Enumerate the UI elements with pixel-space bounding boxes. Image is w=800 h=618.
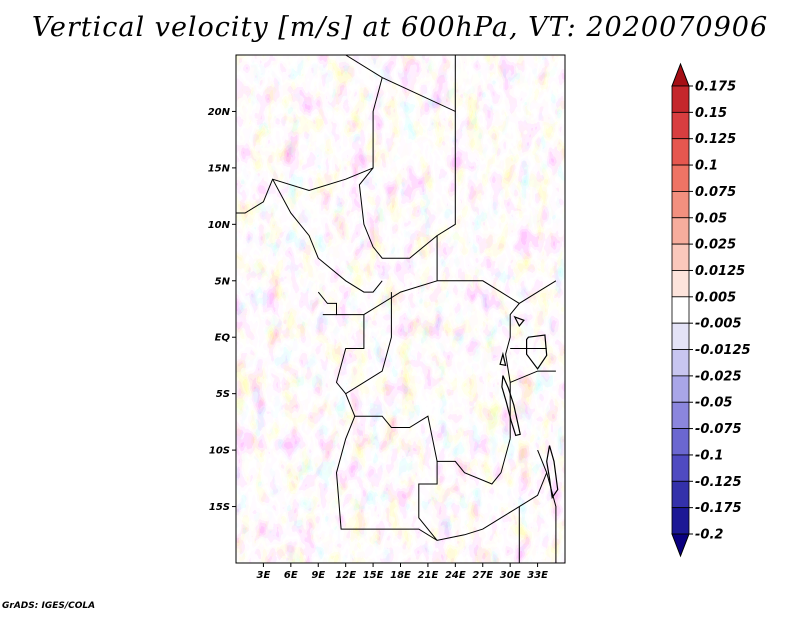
colorbar-label: -0.075 bbox=[695, 422, 742, 437]
colorbar-segment bbox=[671, 138, 690, 166]
lake-outline bbox=[499, 351, 507, 367]
lon-tick-label: 6E bbox=[284, 570, 298, 581]
colorbar-label: 0.005 bbox=[695, 290, 736, 305]
colorbar-label: 0.175 bbox=[695, 80, 736, 95]
colorbar-label: 0.075 bbox=[695, 185, 736, 200]
map-title: Vertical velocity [m/s] at 600hPa, VT: 2… bbox=[31, 12, 769, 43]
border-line bbox=[345, 55, 456, 113]
lat-tick-label: 5N bbox=[215, 276, 231, 287]
colorbar-segment bbox=[671, 454, 690, 482]
lake-outline bbox=[526, 334, 548, 370]
lon-tick-label: 30E bbox=[500, 570, 521, 581]
colorbar-label: -0.175 bbox=[695, 501, 742, 516]
colorbar-segment bbox=[671, 85, 690, 113]
colorbar-segment bbox=[671, 349, 690, 377]
colorbar-segment bbox=[671, 375, 690, 403]
colorbar-label: 0.125 bbox=[695, 132, 736, 147]
colorbar-label: -0.0125 bbox=[695, 343, 751, 358]
grads-credit: GrADS: IGES/COLA bbox=[2, 601, 96, 611]
colorbar-segment bbox=[671, 322, 690, 350]
lon-tick-label: 33E bbox=[527, 570, 548, 581]
colorbar-segment bbox=[671, 401, 690, 429]
latitude-axis: 20N 15N 10N 5N EQ 5S 10S 15S bbox=[208, 107, 236, 513]
lon-tick-label: 12E bbox=[335, 570, 356, 581]
colorbar-label: 0.0125 bbox=[695, 264, 745, 279]
lat-tick-label: 10S bbox=[209, 446, 230, 457]
colorbar-segment bbox=[671, 480, 690, 509]
colorbar-label: 0.15 bbox=[695, 106, 727, 121]
colorbar-label: 0.05 bbox=[695, 211, 727, 226]
border-line bbox=[335, 416, 465, 541]
border-line bbox=[345, 292, 511, 485]
lon-tick-label: 18E bbox=[390, 570, 411, 581]
colorbar: 0.175 0.15 0.125 0.1 0.075 0.05 0.025 0.0125 0.0… bbox=[671, 62, 751, 558]
lon-tick-label: 3E bbox=[257, 570, 271, 581]
lon-tick-label: 15E bbox=[363, 570, 384, 581]
colorbar-segment bbox=[671, 217, 690, 245]
colorbar-label: 0.1 bbox=[695, 159, 718, 174]
lon-tick-label: 21E bbox=[418, 570, 439, 581]
colorbar-segment bbox=[671, 270, 690, 298]
border-line bbox=[335, 314, 365, 395]
lat-tick-label: EQ bbox=[215, 333, 231, 344]
colorbar-label: -0.005 bbox=[695, 317, 742, 332]
lat-tick-label: 20N bbox=[208, 107, 231, 118]
lake-outline bbox=[501, 375, 521, 437]
lon-tick-label: 27E bbox=[472, 570, 493, 581]
border-line bbox=[363, 280, 438, 316]
colorbar-label: 0.025 bbox=[695, 238, 736, 253]
colorbar-segment bbox=[671, 296, 690, 324]
colorbar-segment bbox=[671, 164, 690, 192]
border-line bbox=[418, 461, 438, 541]
lon-tick-label: 9E bbox=[311, 570, 325, 581]
lat-tick-label: 10N bbox=[208, 220, 231, 231]
colorbar-segment bbox=[671, 191, 690, 219]
colorbar-max-arrow bbox=[671, 62, 690, 87]
border-line bbox=[358, 77, 438, 259]
colorbar-label: -0.025 bbox=[695, 369, 742, 384]
lat-tick-label: 15S bbox=[209, 502, 230, 513]
longitude-axis: 3E 6E 9E 12E 15E 18E 21E 24E 27E 30E 33E bbox=[257, 563, 548, 581]
border-line bbox=[317, 291, 337, 316]
colorbar-segment bbox=[671, 428, 690, 456]
border-line bbox=[272, 178, 383, 293]
border-line bbox=[464, 472, 548, 536]
vertical-velocity-field bbox=[236, 55, 565, 563]
country-borders bbox=[236, 55, 559, 563]
border-line bbox=[505, 280, 557, 439]
lat-tick-label: 5S bbox=[216, 389, 230, 400]
colorbar-segment bbox=[671, 243, 690, 271]
colorbar-segment bbox=[671, 507, 690, 535]
border-line bbox=[510, 370, 556, 383]
lon-tick-label: 24E bbox=[445, 570, 466, 581]
colorbar-segment bbox=[671, 111, 690, 140]
lake-outline bbox=[546, 445, 559, 500]
lake-outline bbox=[513, 315, 525, 327]
lat-tick-label: 15N bbox=[208, 163, 231, 174]
colorbar-label: -0.1 bbox=[695, 448, 723, 463]
colorbar-label: -0.125 bbox=[695, 475, 742, 490]
border-line bbox=[436, 111, 520, 304]
colorbar-label: -0.2 bbox=[695, 528, 723, 543]
colorbar-label: -0.05 bbox=[695, 396, 732, 411]
colorbar-min-arrow bbox=[671, 533, 690, 558]
